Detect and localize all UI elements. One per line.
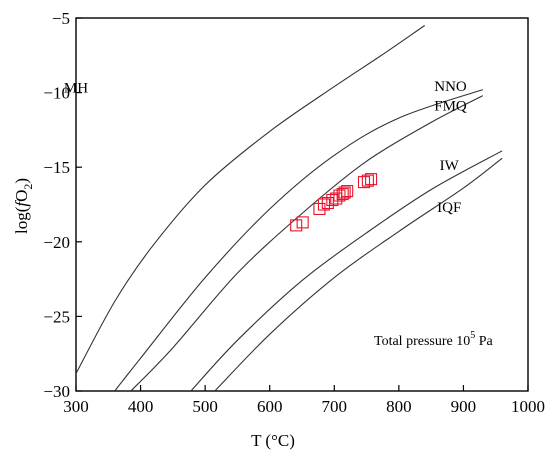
x-tick-label: 900 [451,397,477,416]
x-tick-label: 1000 [511,397,545,416]
x-tick-label: 700 [322,397,348,416]
x-tick-label: 800 [386,397,412,416]
x-axis-ticks: 300 400 500 600 700 800 900 1000 [63,385,545,416]
data-point [361,174,374,187]
y-tick-label: −10 [43,84,70,103]
buffer-label-iw: IW [440,158,460,174]
buffer-curve-iqf [214,157,503,391]
plot-frame [75,17,529,392]
x-axis-label: T (°C) [251,431,295,450]
y-tick-label: −25 [43,307,70,326]
buffer-curve-iw [190,150,503,391]
y-tick-label: −15 [43,158,70,177]
y-tick-label: −20 [43,233,70,252]
x-tick-label: 400 [128,397,154,416]
buffer-curve-nno [114,89,483,391]
y-axis-label: log(fO2) [12,178,35,234]
x-tick-label: 500 [192,397,218,416]
buffer-label-iqf: IQF [437,200,461,216]
data-point [338,186,351,199]
buffer-labels: MH NNO FMQ IW IQF [64,79,467,216]
buffer-label-mh: MH [64,81,88,97]
data-point [336,188,349,201]
x-tick-label: 600 [257,397,283,416]
buffer-curve-fmq [130,95,484,391]
data-point [365,173,378,186]
y-axis-ticks: −5 −10 −15 −20 −25 −30 [43,9,82,401]
x-tick-label: 300 [63,397,89,416]
y-tick-label: −30 [43,382,70,401]
y-tick-label: −5 [52,9,70,28]
data-point [357,176,371,189]
pressure-annotation: Total pressure 105 Pa [374,330,494,349]
buffer-curves [76,25,503,391]
buffer-curve-mh [76,25,426,375]
data-point [290,219,303,232]
data-point [321,196,334,210]
data-markers [290,173,378,232]
buffer-label-nno: NNO [434,79,467,95]
data-point [317,198,331,211]
buffer-label-fmq: FMQ [434,99,467,115]
data-point [341,185,354,198]
data-point [296,216,309,229]
